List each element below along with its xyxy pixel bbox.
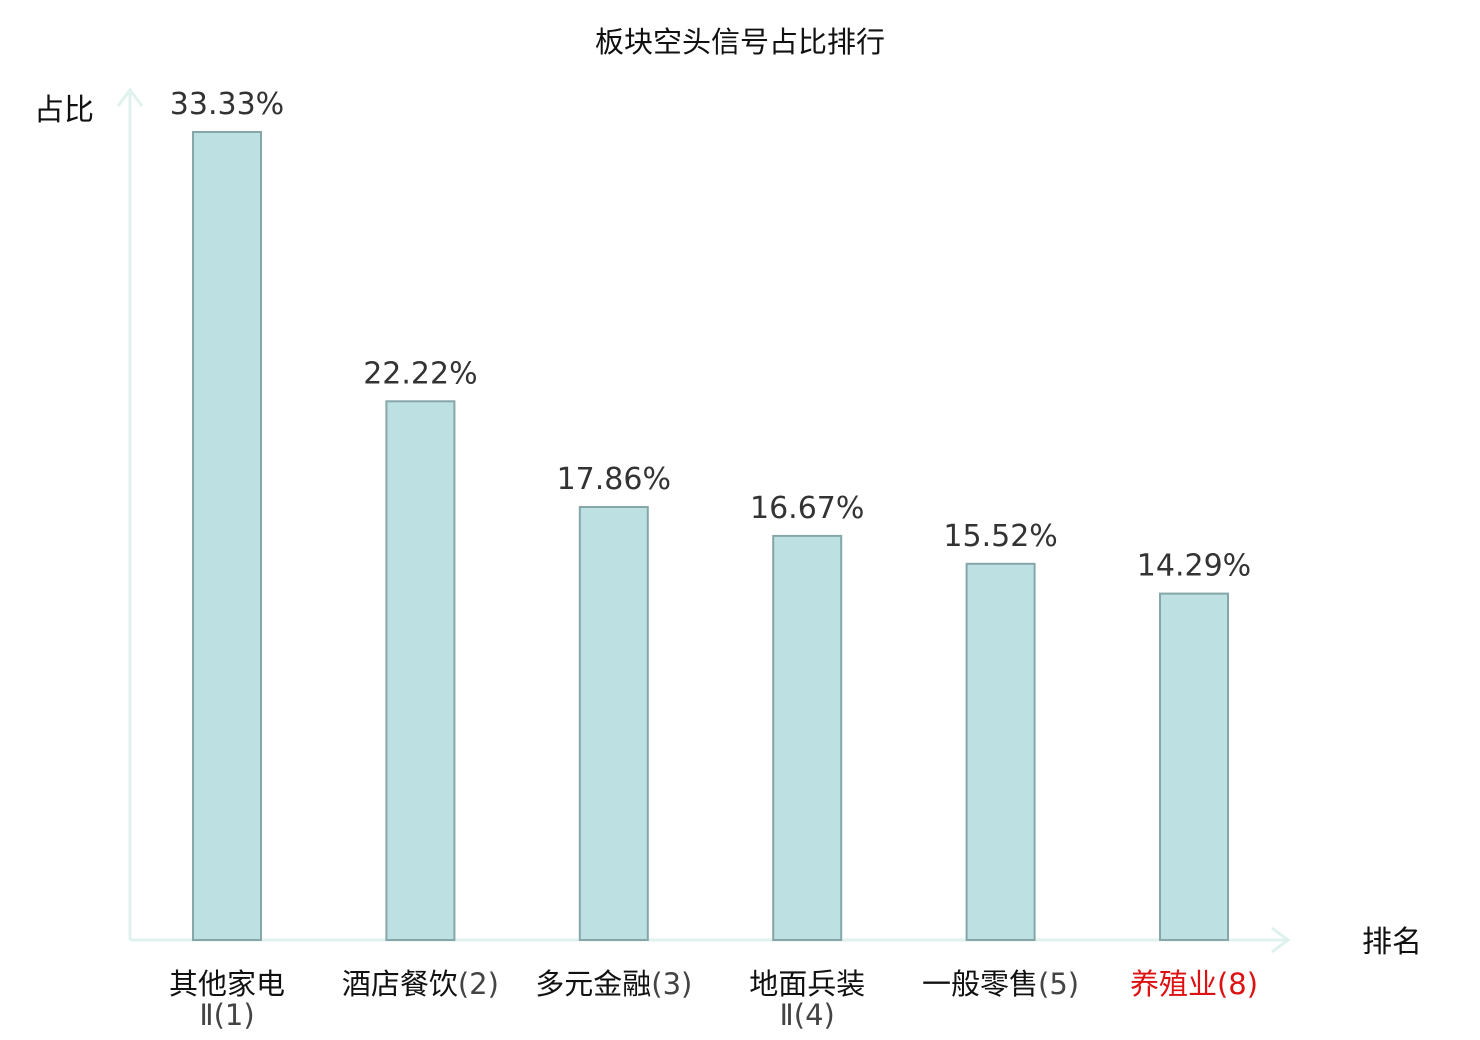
category-rank-2: (2) — [458, 967, 499, 1001]
y-axis-arrow-icon — [116, 87, 144, 107]
category-rank-5: (5) — [1038, 967, 1079, 1001]
y-axis-label: 占比 — [34, 93, 94, 128]
bar-3 — [578, 506, 649, 941]
bar-4 — [772, 534, 843, 942]
category-name-1: 其他家电 — [169, 967, 285, 1001]
value-label-6: 14.29% — [1137, 549, 1251, 584]
category-rank-6: (8) — [1217, 967, 1258, 1001]
category-name-5: 一般零售 — [922, 967, 1038, 1001]
value-label-1: 33.33% — [170, 87, 284, 122]
category-label-1: 其他家电 — [169, 967, 285, 1001]
axes — [116, 87, 1291, 954]
category-label-4: 地面兵装 — [749, 967, 865, 1001]
bar-series — [192, 131, 1229, 942]
category-name-4: 地面兵装 — [749, 967, 865, 1001]
category-name-3: 多元金融 — [535, 967, 651, 1001]
category-label-3: 多元金融(3) — [535, 967, 692, 1001]
category-label-line2-1: Ⅱ(1) — [199, 998, 254, 1032]
category-rank-3: (3) — [651, 967, 692, 1001]
value-label-4: 16.67% — [750, 491, 864, 526]
bar-5 — [965, 562, 1036, 941]
value-label-3: 17.86% — [557, 462, 671, 497]
x-axis-arrow-icon — [1271, 926, 1291, 954]
value-labels: 33.33% 22.22% 17.86% 16.67% 15.52% 14.29% — [170, 87, 1251, 584]
value-label-2: 22.22% — [363, 356, 477, 391]
chart-title: 板块空头信号占比排行 — [595, 25, 885, 59]
bar-2 — [385, 400, 456, 941]
bar-6 — [1159, 592, 1229, 941]
category-label-line2-4: Ⅱ(4) — [780, 998, 835, 1032]
category-label-2: 酒店餐饮(2) — [342, 967, 499, 1001]
category-name-2: 酒店餐饮 — [342, 967, 458, 1001]
category-name-6: 养殖业 — [1130, 967, 1217, 1001]
category-label-5: 一般零售(5) — [922, 967, 1079, 1001]
bar-1 — [192, 131, 262, 941]
value-label-5: 15.52% — [943, 519, 1057, 554]
x-axis-label: 排名 — [1362, 925, 1422, 960]
category-label-6: 养殖业(8) — [1130, 967, 1258, 1001]
